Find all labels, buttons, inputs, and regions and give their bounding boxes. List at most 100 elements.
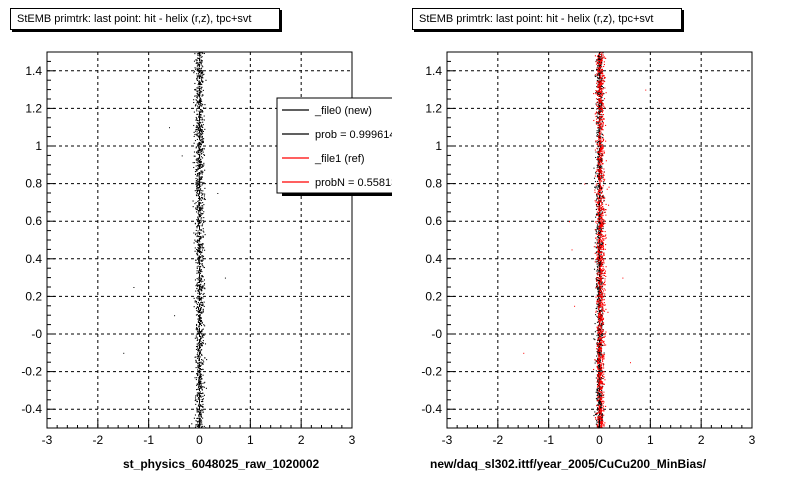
scatter-point — [597, 393, 599, 395]
scatter-point — [598, 350, 601, 352]
scatter-point — [598, 337, 600, 339]
scatter-point — [596, 115, 598, 117]
scatter-point — [199, 241, 201, 243]
scatter-point — [601, 68, 603, 71]
scatter-point — [198, 249, 200, 252]
scatter-point — [198, 122, 200, 124]
scatter-point — [197, 348, 199, 350]
scatter-point — [198, 243, 200, 245]
scatter-point — [601, 377, 603, 379]
scatter-point — [198, 371, 200, 373]
scatter-point — [194, 170, 197, 173]
scatter-points — [123, 51, 231, 429]
scatter-point — [598, 284, 601, 286]
scatter-point — [201, 91, 203, 93]
outlier-point — [622, 277, 624, 279]
scatter-point — [597, 243, 599, 245]
scatter-point — [597, 348, 599, 350]
scatter-point — [197, 145, 199, 147]
scatter-point — [598, 129, 600, 131]
scatter-point — [603, 268, 605, 270]
scatter-point — [596, 211, 598, 213]
scatter-point — [602, 323, 604, 325]
scatter-point — [198, 172, 200, 174]
scatter-point — [598, 317, 600, 319]
scatter-point — [602, 322, 605, 324]
scatter-point — [197, 90, 199, 92]
scatter-point — [196, 377, 198, 379]
scatter-point — [595, 311, 597, 313]
scatter-point — [203, 119, 205, 121]
scatter-point — [602, 102, 604, 105]
scatter-point — [203, 324, 205, 326]
scatter-point — [597, 396, 599, 399]
scatter-point — [196, 394, 198, 396]
scatter-point — [197, 290, 199, 292]
scatter-point — [601, 70, 603, 72]
scatter-point — [597, 259, 599, 261]
scatter-point — [198, 214, 200, 216]
scatter-point — [193, 151, 196, 153]
scatter-point — [600, 200, 602, 202]
scatter-point — [602, 329, 605, 331]
scatter-point — [597, 80, 599, 82]
scatter-point — [202, 409, 204, 411]
scatter-point — [599, 422, 601, 425]
scatter-point — [597, 385, 599, 387]
scatter-point — [603, 77, 605, 79]
scatter-point — [605, 405, 607, 407]
scatter-point — [198, 181, 200, 183]
scatter-point — [597, 202, 599, 204]
scatter-point — [599, 88, 601, 90]
scatter-point — [597, 165, 599, 168]
scatter-point — [599, 238, 601, 240]
scatter-point — [601, 187, 603, 189]
scatter-point — [599, 132, 601, 134]
scatter-point — [598, 241, 600, 243]
scatter-point — [194, 300, 196, 302]
scatter-point — [197, 230, 199, 232]
scatter-point — [198, 288, 201, 290]
scatter-point — [198, 350, 200, 352]
scatter-point — [598, 100, 600, 102]
scatter-point — [196, 287, 198, 289]
scatter-point — [602, 226, 604, 228]
scatter-point — [598, 408, 600, 410]
scatter-point — [603, 383, 605, 385]
scatter-point — [198, 247, 200, 249]
scatter-point — [600, 286, 602, 288]
scatter-point — [600, 175, 602, 177]
scatter-point — [197, 262, 199, 264]
scatter-point — [601, 157, 603, 160]
scatter-point — [200, 88, 202, 90]
scatter-point — [605, 234, 607, 236]
scatter-point — [600, 331, 602, 333]
scatter-point — [597, 288, 599, 290]
scatter-point — [598, 144, 600, 146]
scatter-point — [597, 176, 599, 178]
scatter-point — [198, 101, 200, 103]
scatter-point — [200, 277, 202, 280]
scatter-point — [596, 132, 598, 134]
scatter-point — [196, 182, 198, 184]
scatter-point — [600, 186, 602, 188]
scatter-point — [202, 303, 204, 305]
scatter-point — [597, 125, 599, 127]
scatter-point — [201, 60, 203, 62]
scatter-point — [201, 421, 203, 423]
scatter-point — [199, 382, 201, 384]
scatter-point — [600, 117, 603, 119]
scatter-point — [602, 194, 604, 196]
scatter-point — [597, 57, 599, 59]
scatter-point — [605, 244, 607, 246]
scatter-point — [201, 95, 203, 97]
scatter-point — [599, 62, 601, 64]
scatter-point — [597, 151, 599, 153]
scatter-point — [601, 396, 603, 398]
scatter-point — [601, 234, 603, 236]
scatter-point — [596, 283, 598, 285]
scatter-point — [599, 130, 601, 132]
scatter-point — [599, 197, 601, 199]
scatter-point — [200, 202, 202, 204]
scatter-point — [596, 213, 598, 215]
